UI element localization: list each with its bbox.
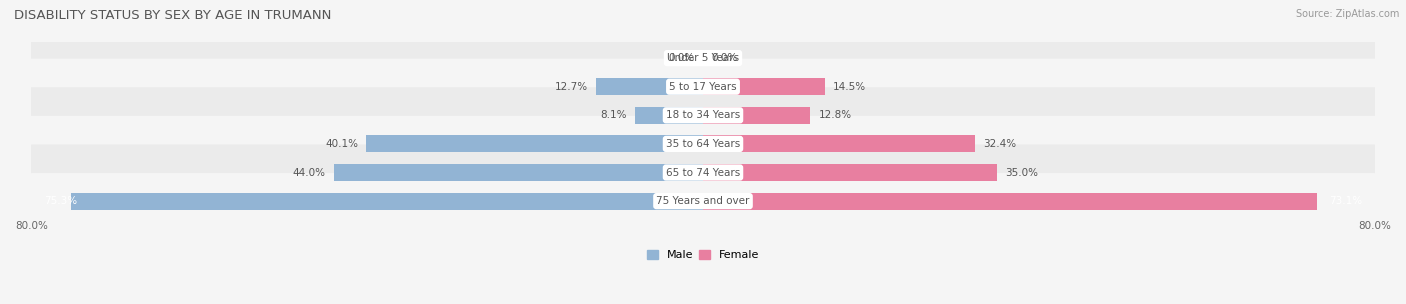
Bar (367, 135, 703, 153)
Bar (596, 78, 703, 95)
Text: 14.5%: 14.5% (834, 82, 866, 92)
Bar (333, 164, 703, 181)
Text: 75.3%: 75.3% (44, 196, 77, 206)
Text: Source: ZipAtlas.com: Source: ZipAtlas.com (1295, 9, 1399, 19)
FancyBboxPatch shape (27, 87, 1379, 143)
Text: 32.4%: 32.4% (983, 139, 1017, 149)
Text: 35 to 64 Years: 35 to 64 Years (666, 139, 740, 149)
FancyBboxPatch shape (27, 144, 1379, 201)
Text: 0.0%: 0.0% (711, 53, 738, 63)
FancyBboxPatch shape (27, 30, 1379, 86)
Bar (703, 107, 810, 124)
Text: 73.1%: 73.1% (1329, 196, 1362, 206)
Bar (703, 164, 997, 181)
Text: 40.1%: 40.1% (325, 139, 359, 149)
Bar (703, 78, 825, 95)
Bar (636, 107, 703, 124)
Bar (703, 192, 1316, 210)
Text: 12.7%: 12.7% (555, 82, 588, 92)
FancyBboxPatch shape (27, 116, 1379, 172)
Text: 35.0%: 35.0% (1005, 168, 1038, 178)
Text: 8.1%: 8.1% (600, 110, 627, 120)
Text: 75 Years and over: 75 Years and over (657, 196, 749, 206)
Text: 0.0%: 0.0% (668, 53, 695, 63)
Bar (70, 192, 703, 210)
Text: 12.8%: 12.8% (818, 110, 852, 120)
Text: 18 to 34 Years: 18 to 34 Years (666, 110, 740, 120)
Text: DISABILITY STATUS BY SEX BY AGE IN TRUMANN: DISABILITY STATUS BY SEX BY AGE IN TRUMA… (14, 9, 332, 22)
Legend: Male, Female: Male, Female (647, 250, 759, 260)
Text: 44.0%: 44.0% (292, 168, 325, 178)
FancyBboxPatch shape (27, 59, 1379, 115)
Text: Under 5 Years: Under 5 Years (666, 53, 740, 63)
FancyBboxPatch shape (27, 173, 1379, 229)
Text: 5 to 17 Years: 5 to 17 Years (669, 82, 737, 92)
Text: 65 to 74 Years: 65 to 74 Years (666, 168, 740, 178)
Bar (703, 135, 974, 153)
